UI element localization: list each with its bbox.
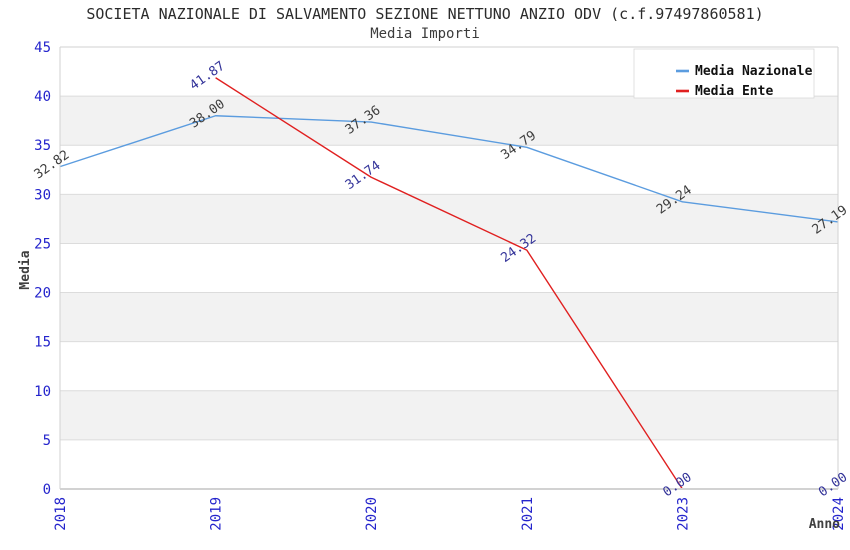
grid-band	[60, 96, 838, 146]
y-tick-label: 10	[34, 384, 51, 400]
y-tick-label: 40	[34, 89, 51, 105]
legend-label: Media Ente	[695, 84, 773, 99]
x-tick-label: 2020	[364, 497, 380, 531]
y-tick-label: 5	[43, 433, 51, 449]
y-tick-label: 35	[34, 138, 51, 154]
y-tick-label: 20	[34, 286, 51, 302]
plot-area: 0 5 10 15 20 25 30 35 40 45 2018 2019 2020 2021 2023 20…	[32, 40, 850, 531]
point-value-label: 41.87	[187, 59, 228, 94]
x-tick-label: 2019	[209, 497, 225, 531]
point-value-label: 0.00	[816, 470, 850, 500]
y-tick-label: 25	[34, 236, 51, 252]
x-tick-label: 2018	[53, 497, 69, 531]
y-tick-label: 30	[34, 187, 51, 203]
grid-band	[60, 390, 838, 440]
legend-box	[633, 48, 815, 99]
chart-subtitle: Media Importi	[370, 26, 480, 42]
grid-band	[60, 292, 838, 342]
legend-label: Media Nazionale	[695, 64, 813, 79]
chart-title: SOCIETA NAZIONALE DI SALVAMENTO SEZIONE …	[86, 5, 763, 23]
y-tick-label: 0	[43, 482, 51, 498]
point-value-label: 0.00	[660, 470, 694, 500]
x-axis-label: Anno	[809, 517, 840, 532]
series-line	[59, 115, 839, 223]
y-tick-label: 15	[34, 335, 51, 351]
y-axis-label: Media	[18, 250, 33, 289]
x-tick-label: 2021	[520, 497, 536, 531]
x-tick-label: 2024	[831, 497, 847, 531]
x-tick-label: 2023	[675, 497, 691, 531]
grid-band	[60, 194, 838, 244]
y-tick-label: 45	[34, 40, 51, 56]
